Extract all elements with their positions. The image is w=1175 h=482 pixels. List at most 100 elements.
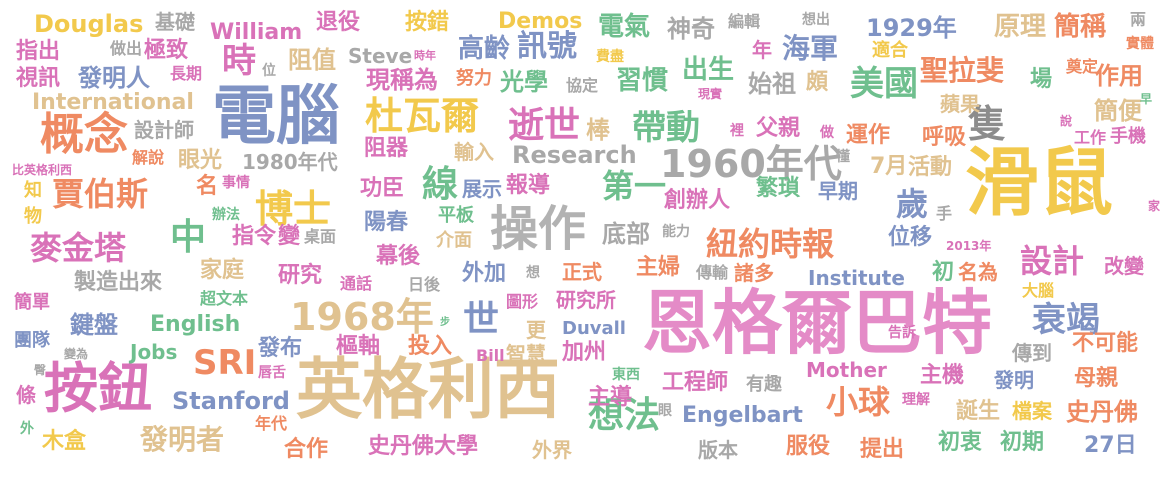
word: 賈伯斯 (52, 175, 149, 213)
word: 步 (440, 317, 450, 328)
word: 改變 (1104, 254, 1144, 278)
word: 加州 (562, 340, 607, 365)
word: 早期 (818, 179, 858, 203)
word: 團隊 (14, 330, 50, 351)
word: 極致 (144, 38, 189, 63)
word: Institute (808, 266, 905, 290)
word: 事情 (222, 175, 250, 191)
word: 圖形 (506, 292, 539, 311)
word: Duvall (562, 318, 626, 339)
word: 合作 (284, 437, 329, 462)
word: 小球 (826, 383, 891, 421)
word: 隻 (968, 102, 1007, 146)
word: Jobs (130, 340, 178, 364)
word: 紐約時報 (706, 225, 835, 263)
word: 高齡 (458, 34, 511, 64)
word: 視訊 (16, 66, 61, 91)
word: 現實 (698, 87, 723, 101)
word: 工作 (1074, 128, 1107, 147)
word: 陽春 (364, 210, 409, 235)
word: 頗 (806, 70, 829, 95)
word: 主婦 (636, 255, 681, 280)
word: 概念 (40, 109, 128, 160)
word: 手 (936, 204, 953, 223)
word: 蘋果 (940, 92, 980, 116)
word: 知 (24, 180, 42, 201)
word: 研究所 (556, 288, 616, 312)
word: 條 (16, 383, 36, 407)
word: 阻值 (288, 46, 336, 74)
word: 操作 (490, 201, 587, 257)
word: 1929年 (866, 14, 957, 42)
word: 年代 (255, 414, 288, 433)
word: 按錯 (405, 10, 450, 35)
word: 博士 (255, 187, 332, 231)
word: 始祖 (748, 70, 796, 98)
word: 位移 (888, 225, 933, 250)
word: 逝世 (508, 105, 581, 146)
word: 英格利西 (296, 351, 560, 428)
word: 神奇 (667, 15, 715, 43)
word: 不可能 (1072, 331, 1139, 356)
word: 展示 (462, 177, 502, 201)
word: Mother (806, 358, 887, 382)
word: 1960年代 (660, 142, 842, 186)
word: 初期 (1000, 430, 1045, 455)
word: 超文本 (200, 289, 249, 308)
word: 滑鼠 (965, 140, 1113, 226)
word: 指令 (232, 224, 277, 249)
word: 正式 (562, 260, 602, 284)
word: 年 (752, 38, 772, 62)
word: 說 (1060, 114, 1073, 128)
word: 兩 (1130, 10, 1147, 29)
word: 發明人 (78, 64, 150, 92)
word: 帶動 (632, 108, 700, 148)
word: Douglas (34, 10, 144, 38)
word: 電腦 (212, 80, 340, 154)
word: 唇舌 (258, 365, 286, 381)
word: 日後 (408, 275, 441, 294)
word: 投入 (408, 334, 453, 359)
word: Stanford (172, 387, 290, 415)
word: 介面 (436, 230, 472, 251)
word: 做 (820, 125, 834, 141)
word: 2013年 (946, 239, 992, 253)
word: 實體 (1126, 36, 1154, 52)
word: 研究 (278, 263, 323, 288)
word: 輸入 (454, 140, 494, 164)
word: 繁瑣 (756, 176, 801, 201)
word: 線 (422, 164, 459, 205)
word: 有趣 (746, 374, 782, 395)
word: 1980年代 (242, 150, 338, 174)
word: 衰竭 (1032, 300, 1100, 340)
word: 功臣 (360, 176, 405, 201)
word: 麥金塔 (30, 229, 127, 267)
word: 辦法 (212, 207, 240, 223)
word: 基礎 (155, 10, 195, 34)
word: 創辦人 (664, 188, 731, 213)
word: Engelbart (682, 403, 803, 428)
word: 杜瓦爾 (365, 94, 480, 138)
word: 報導 (506, 173, 551, 198)
word: 底部 (602, 220, 650, 248)
word: 諸多 (734, 261, 774, 285)
word: Demos (498, 9, 583, 34)
word: 檔案 (1012, 399, 1052, 423)
word: 傳輸 (696, 263, 729, 282)
word: 中 (170, 217, 207, 258)
word: 變 (278, 224, 301, 249)
word: SRI (193, 343, 257, 383)
word: 大腦 (1022, 281, 1055, 300)
word: 史丹佛大學 (368, 434, 479, 459)
word: 電氣 (598, 12, 651, 42)
word: 退役 (316, 10, 361, 35)
word: 設計 (1020, 242, 1085, 280)
word: 物 (24, 206, 42, 227)
word: 努力 (456, 68, 492, 89)
word: 外界 (532, 438, 572, 462)
word: 初 (932, 260, 955, 285)
word: 場 (1030, 67, 1053, 92)
word: 變為 (64, 347, 89, 361)
word: 發布 (258, 336, 303, 361)
word: Research (512, 141, 637, 169)
